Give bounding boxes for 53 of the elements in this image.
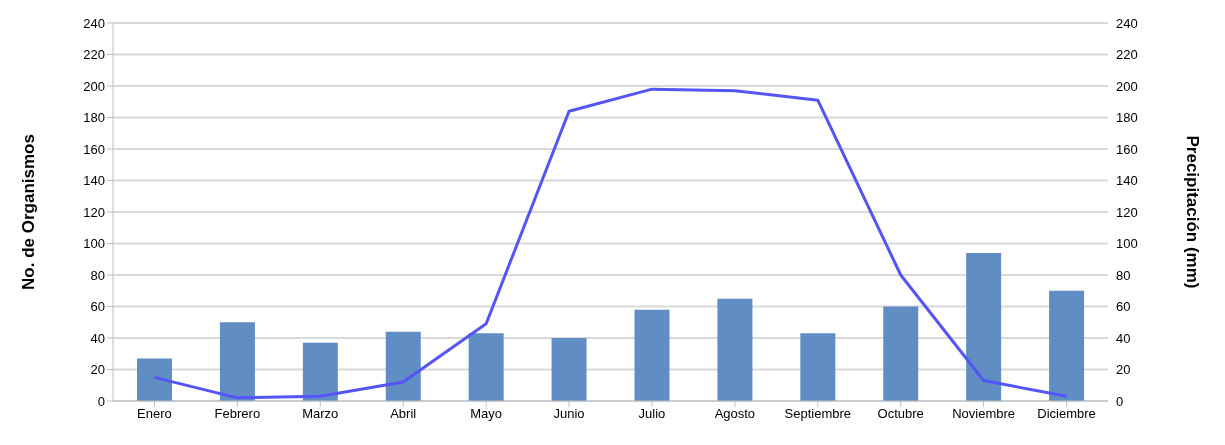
x-tick-label: Julio xyxy=(638,406,666,422)
y2-tick-label: 80 xyxy=(1116,267,1131,283)
x-tick-label: Diciembre xyxy=(1037,406,1096,422)
y-tick-label: 0 xyxy=(97,393,105,409)
x-tick-label: Marzo xyxy=(302,406,339,422)
y2-tick-label: 140 xyxy=(1116,173,1138,189)
bar xyxy=(800,333,836,401)
bar xyxy=(883,306,919,401)
bar xyxy=(717,298,753,401)
y-tick-label: 40 xyxy=(90,330,105,346)
y2-tick-label: 40 xyxy=(1116,330,1131,346)
bar xyxy=(551,338,587,401)
line-series xyxy=(152,87,1069,400)
bar xyxy=(219,322,255,401)
y2-tick-label: 220 xyxy=(1116,47,1138,63)
y-tick-label: 20 xyxy=(90,362,105,378)
x-tick-label: Junio xyxy=(553,406,585,422)
bar xyxy=(634,309,670,401)
y-tick-label: 140 xyxy=(83,173,105,189)
y2-tick-label: 240 xyxy=(1116,15,1138,31)
y-tick-label: 200 xyxy=(83,78,105,94)
bar xyxy=(468,333,504,401)
bar xyxy=(966,252,1002,401)
y2-axis-title: Precipitación (mm) xyxy=(1182,135,1202,289)
x-tick-label: Mayo xyxy=(470,406,503,422)
x-tick-label: Febrero xyxy=(214,406,261,422)
y2-tick-label: 160 xyxy=(1116,141,1138,157)
y-tick-label: 80 xyxy=(90,267,105,283)
bar xyxy=(385,331,421,401)
y-tick-label: 100 xyxy=(83,236,105,252)
y2-tick-label: 0 xyxy=(1116,393,1124,409)
x-tick-label: Septiembre xyxy=(784,406,852,422)
x-tick-label: Octubre xyxy=(877,406,924,422)
y-tick-label: 220 xyxy=(83,47,105,63)
x-tick-label: Agosto xyxy=(714,406,756,422)
y-axis-title: No. de Organismos xyxy=(19,134,39,290)
y-tick-label: 120 xyxy=(83,204,105,220)
x-tick-label: Abril xyxy=(390,406,417,422)
y-tick-label: 180 xyxy=(83,110,105,126)
y2-tick-label: 60 xyxy=(1116,299,1131,315)
x-tick-label: Enero xyxy=(137,406,172,422)
y-tick-label: 160 xyxy=(83,141,105,157)
bar xyxy=(137,358,172,401)
y2-tick-label: 100 xyxy=(1116,236,1138,252)
y-tick-label: 60 xyxy=(90,299,105,315)
bar xyxy=(302,342,338,401)
y2-tick-label: 200 xyxy=(1116,78,1138,94)
y2-tick-label: 120 xyxy=(1116,204,1138,220)
y-tick-label: 240 xyxy=(83,15,105,31)
x-tick-label: Noviembre xyxy=(952,406,1016,422)
y2-tick-label: 180 xyxy=(1116,110,1138,126)
bar xyxy=(1049,290,1085,401)
y2-tick-label: 20 xyxy=(1116,362,1131,378)
